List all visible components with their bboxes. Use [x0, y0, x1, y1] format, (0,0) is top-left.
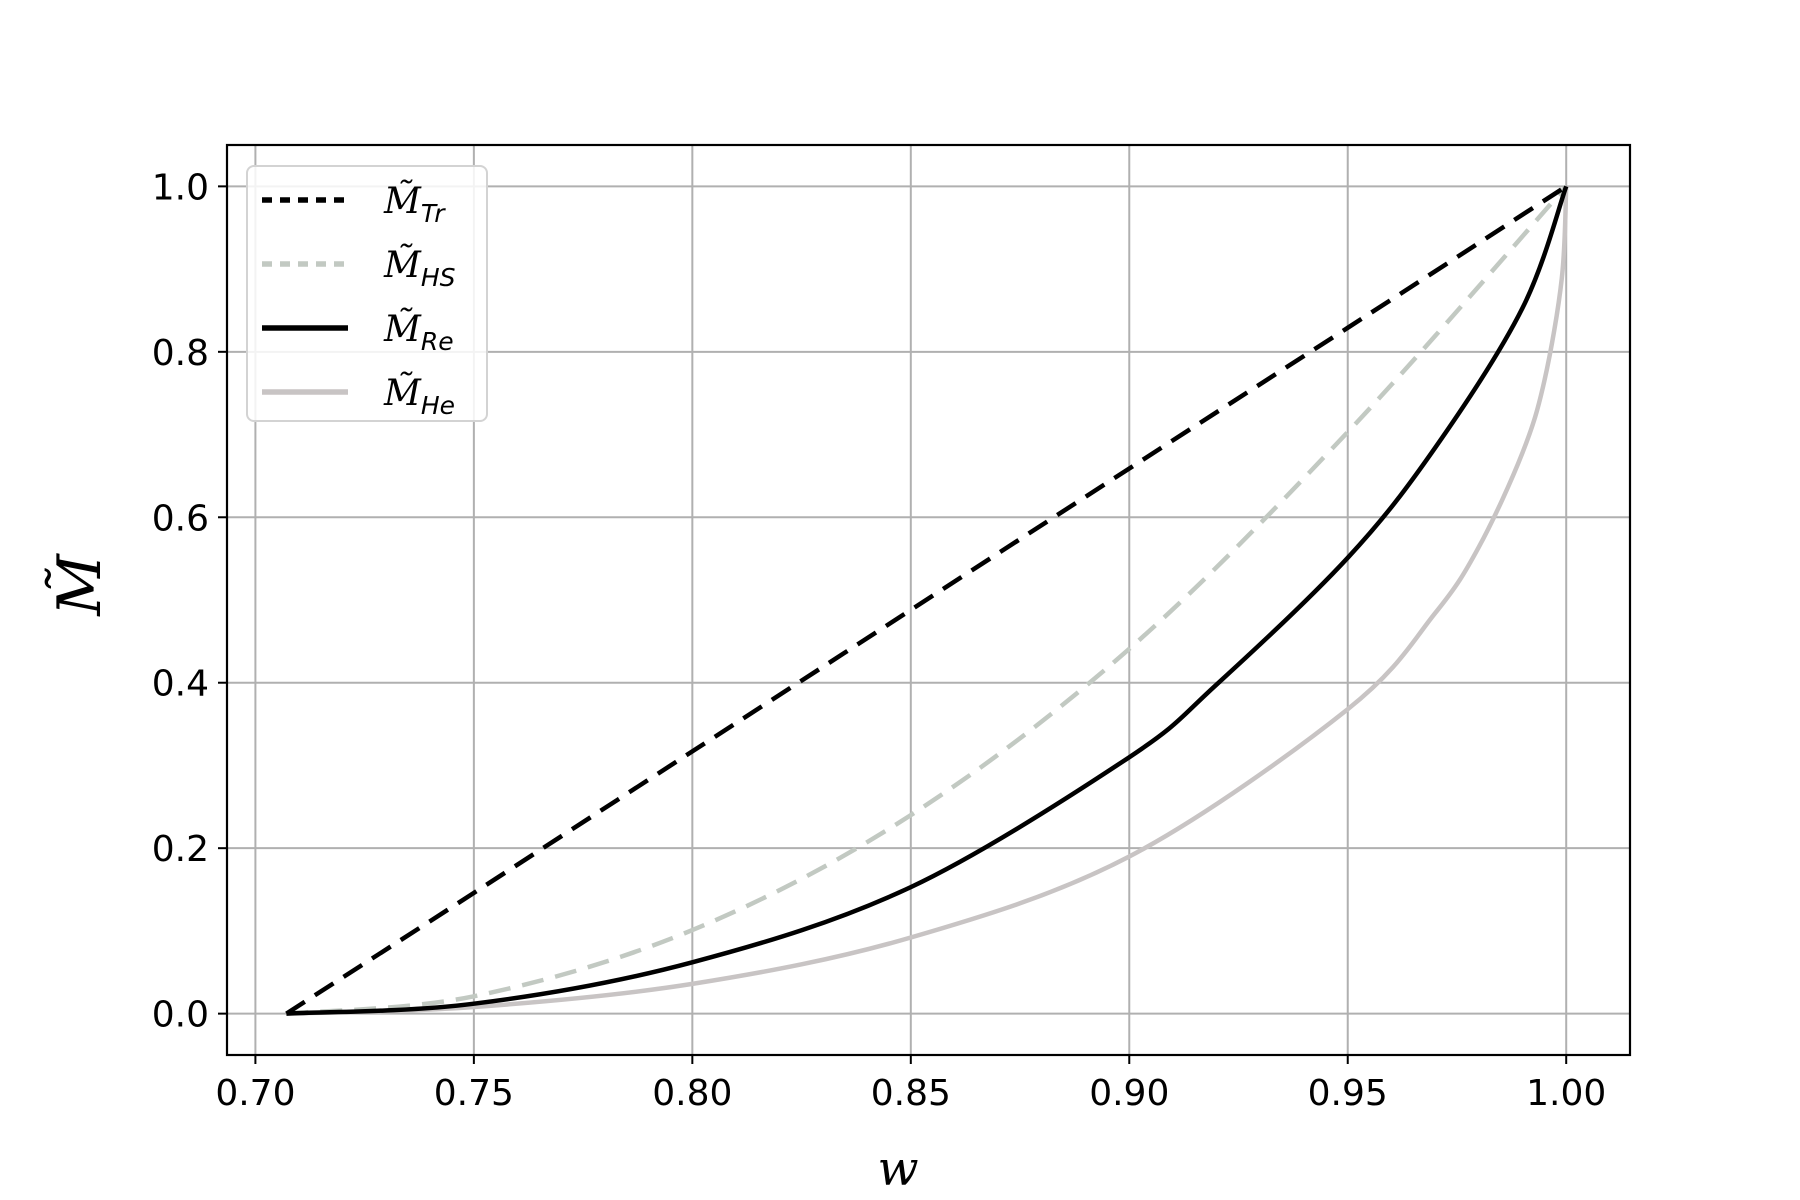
- legend-label-hs: M̃HS: [383, 244, 456, 292]
- x-tick-label: 0.80: [652, 1073, 732, 1114]
- x-tick-label: 0.90: [1089, 1073, 1169, 1114]
- series-line-he: [286, 186, 1569, 1016]
- y-tick-label: 0.0: [152, 995, 209, 1036]
- series-line-tr: [285, 184, 1568, 1016]
- x-tick-label: 0.70: [215, 1073, 295, 1114]
- legend-label-re: M̃Re: [383, 308, 454, 356]
- legend-label-tr: M̃Tr: [383, 180, 446, 228]
- y-tick-label: 0.2: [152, 829, 209, 870]
- legend: M̃Tr M̃HS M̃Re M̃He: [246, 165, 488, 422]
- series-line-hs: [286, 184, 1568, 1016]
- plot-frame: [225, 143, 1632, 1057]
- y-tick-label: 0.4: [152, 664, 209, 705]
- y-tick-label: 1.0: [152, 167, 209, 208]
- x-tick-label: 0.85: [871, 1073, 951, 1114]
- x-tick-label: 0.95: [1308, 1073, 1388, 1114]
- x-axis-label: w: [877, 1141, 918, 1197]
- x-tick-label: 0.75: [434, 1073, 514, 1114]
- y-tick-label: 0.6: [152, 498, 209, 539]
- legend-label-he: M̃He: [383, 372, 455, 420]
- axis-ticks: 0.70 0.75 0.80 0.85 0.90 0.95 1.00 0.0 0.2 0.4 0.6…: [152, 167, 1607, 1114]
- y-tick-label: 0.8: [152, 333, 209, 374]
- series-line-re: [286, 185, 1569, 1016]
- plot-lines: [285, 184, 1569, 1016]
- y-axis-label: M̃: [44, 553, 115, 617]
- x-tick-label: 1.00: [1526, 1073, 1606, 1114]
- legend-frame: [246, 165, 488, 422]
